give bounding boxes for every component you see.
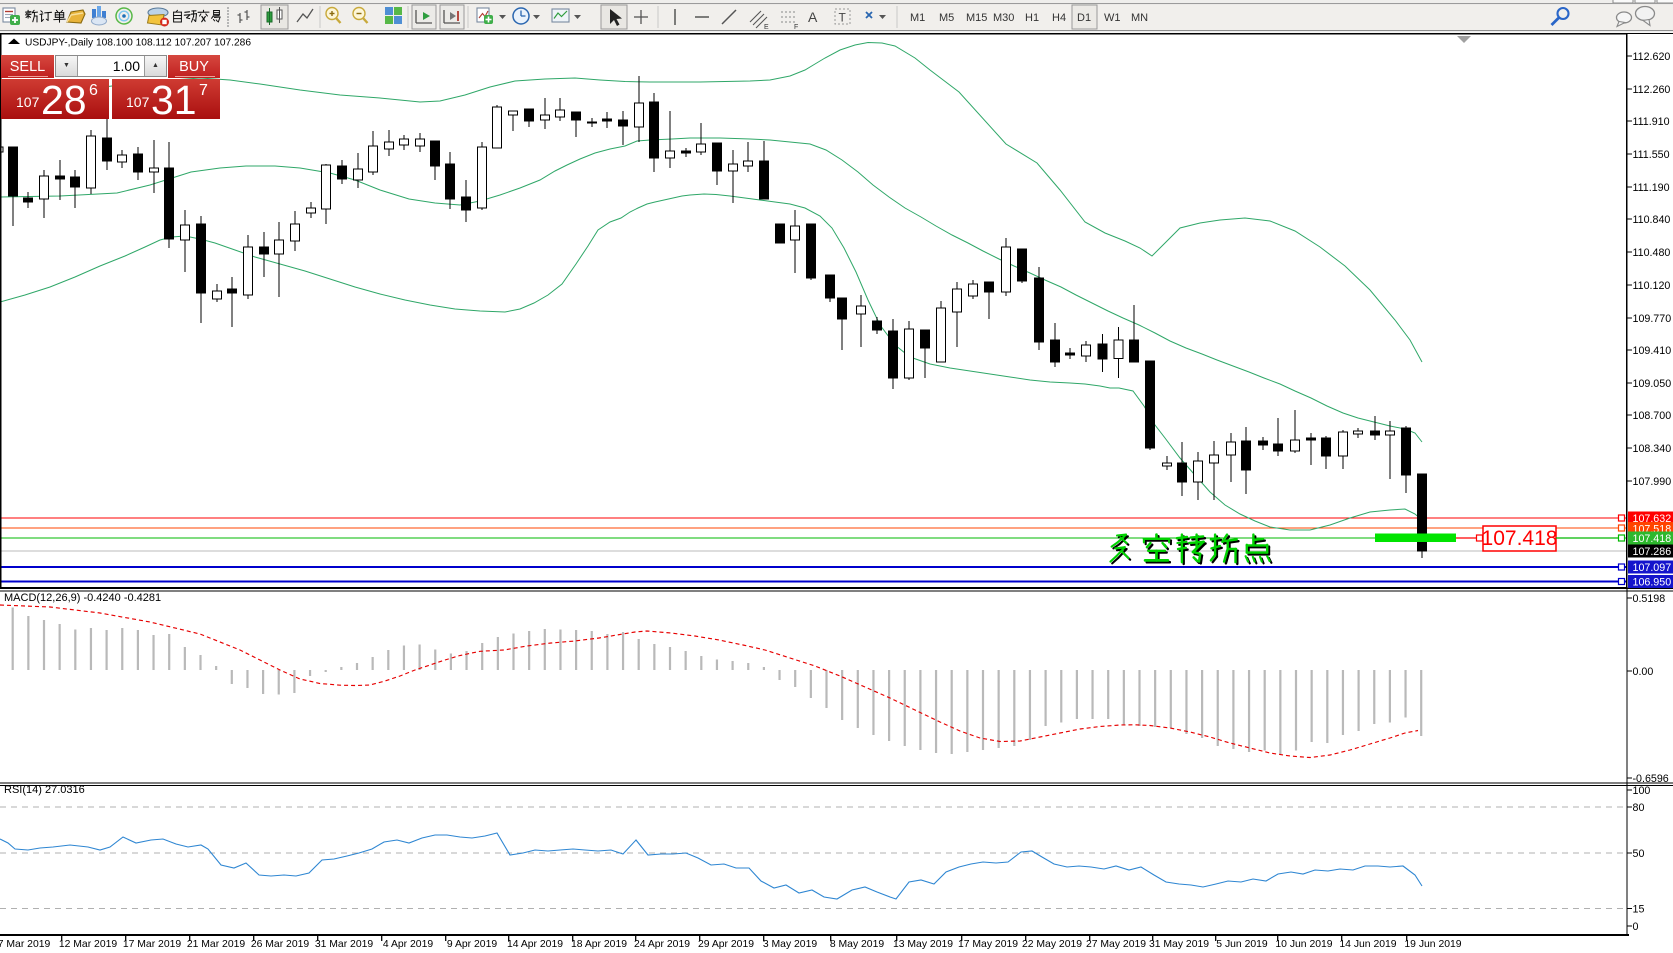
svg-text:USDJPY-,Daily 108.100 108.112: USDJPY-,Daily 108.100 108.112 107.207 10… <box>25 38 251 49</box>
svg-text:107.990: 107.990 <box>1633 476 1672 488</box>
svg-text:17 May 2019: 17 May 2019 <box>958 939 1018 950</box>
svg-text:80: 80 <box>1633 802 1645 814</box>
svg-text:108.700: 108.700 <box>1633 410 1672 422</box>
svg-text:7 Mar 2019: 7 Mar 2019 <box>0 939 51 950</box>
svg-text:111.190: 111.190 <box>1633 182 1670 194</box>
svg-text:26 Mar 2019: 26 Mar 2019 <box>251 939 310 950</box>
svg-text:17 Mar 2019: 17 Mar 2019 <box>123 939 182 950</box>
svg-text:RSI(14) 27.0316: RSI(14) 27.0316 <box>4 784 85 796</box>
svg-text:8 May 2019: 8 May 2019 <box>830 939 885 950</box>
svg-text:0: 0 <box>1633 921 1639 933</box>
svg-text:5 Jun 2019: 5 Jun 2019 <box>1216 939 1268 950</box>
svg-text:MN: MN <box>1131 12 1148 24</box>
svg-text:W1: W1 <box>1104 12 1121 24</box>
svg-text:A: A <box>808 9 818 25</box>
svg-text:109.770: 109.770 <box>1633 313 1672 325</box>
svg-text:29 Apr 2019: 29 Apr 2019 <box>698 939 754 950</box>
svg-text:9 Apr 2019: 9 Apr 2019 <box>447 939 497 950</box>
svg-text:MACD(12,26,9) -0.4240 -0.4281: MACD(12,26,9) -0.4240 -0.4281 <box>4 592 161 604</box>
svg-text:110.480: 110.480 <box>1633 247 1671 259</box>
svg-text:50: 50 <box>1633 848 1645 860</box>
svg-text:12 Mar 2019: 12 Mar 2019 <box>59 939 118 950</box>
svg-text:14 Apr 2019: 14 Apr 2019 <box>507 939 563 950</box>
svg-text:22 May 2019: 22 May 2019 <box>1022 939 1082 950</box>
svg-text:19 Jun 2019: 19 Jun 2019 <box>1404 939 1461 950</box>
svg-text:100: 100 <box>1633 785 1651 797</box>
svg-text:111.910: 111.910 <box>1633 116 1670 128</box>
svg-text:D1: D1 <box>1077 12 1091 24</box>
svg-text:-0.6596: -0.6596 <box>1633 773 1669 785</box>
svg-text:27 May 2019: 27 May 2019 <box>1086 939 1146 950</box>
svg-text:107.418: 107.418 <box>1482 527 1558 550</box>
svg-text:F: F <box>794 24 798 31</box>
svg-text:18 Apr 2019: 18 Apr 2019 <box>571 939 627 950</box>
svg-text:109.050: 109.050 <box>1633 378 1672 390</box>
svg-text:112.260: 112.260 <box>1633 84 1671 96</box>
svg-text:112.620: 112.620 <box>1633 51 1671 63</box>
svg-text:M15: M15 <box>966 12 987 24</box>
svg-text:107.418: 107.418 <box>1633 533 1672 545</box>
svg-text:111.550: 111.550 <box>1633 149 1670 161</box>
svg-text:109.410: 109.410 <box>1633 345 1672 357</box>
svg-text:15: 15 <box>1633 904 1645 916</box>
svg-text:31 May 2019: 31 May 2019 <box>1149 939 1209 950</box>
svg-text:T: T <box>839 11 847 25</box>
svg-text:0.5198: 0.5198 <box>1633 593 1666 605</box>
svg-text:106.950: 106.950 <box>1633 577 1672 589</box>
svg-text:14 Jun 2019: 14 Jun 2019 <box>1339 939 1396 950</box>
svg-text:M5: M5 <box>939 12 954 24</box>
svg-text:M1: M1 <box>910 12 925 24</box>
svg-text:E: E <box>764 24 769 31</box>
svg-text:31 Mar 2019: 31 Mar 2019 <box>315 939 374 950</box>
svg-text:110.840: 110.840 <box>1633 214 1671 226</box>
svg-text:110.120: 110.120 <box>1633 280 1671 292</box>
svg-text:3 May 2019: 3 May 2019 <box>763 939 818 950</box>
svg-text:21 Mar 2019: 21 Mar 2019 <box>187 939 246 950</box>
svg-text:0.00: 0.00 <box>1633 666 1654 678</box>
svg-text:24 Apr 2019: 24 Apr 2019 <box>634 939 690 950</box>
svg-text:M30: M30 <box>993 12 1014 24</box>
svg-text:108.340: 108.340 <box>1633 443 1672 455</box>
svg-text:H1: H1 <box>1025 12 1039 24</box>
svg-text:107.097: 107.097 <box>1633 562 1672 574</box>
svg-text:H4: H4 <box>1052 12 1066 24</box>
svg-text:10 Jun 2019: 10 Jun 2019 <box>1275 939 1332 950</box>
svg-text:107.286: 107.286 <box>1633 546 1672 558</box>
svg-text:13 May 2019: 13 May 2019 <box>893 939 953 950</box>
svg-text:4 Apr 2019: 4 Apr 2019 <box>383 939 433 950</box>
